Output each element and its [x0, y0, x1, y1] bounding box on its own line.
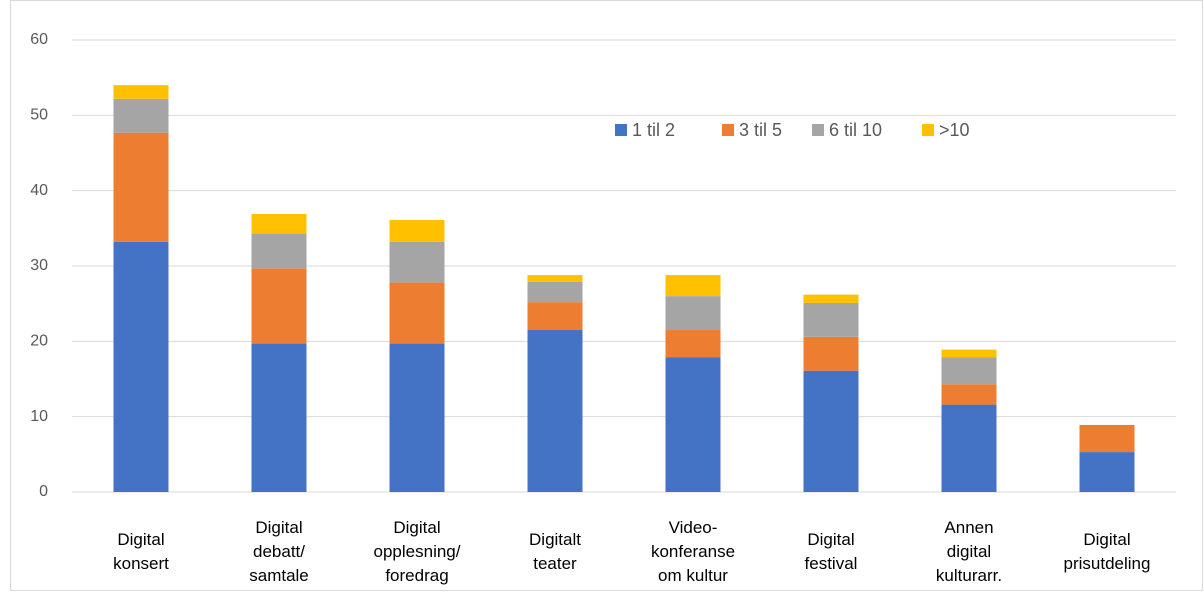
y-tick-label: 40	[30, 182, 48, 199]
bar-segment	[527, 330, 583, 492]
y-tick-label: 60	[30, 31, 48, 48]
bar-segment	[389, 343, 445, 492]
legend-swatch	[615, 124, 627, 136]
label-line: festival	[805, 554, 858, 573]
legend-swatch	[722, 124, 734, 136]
bar-segment	[665, 296, 721, 331]
legend-label: 3 til 5	[739, 120, 782, 140]
bar-segment	[113, 85, 169, 99]
bar-segment	[941, 404, 997, 492]
legend-swatch	[812, 124, 824, 136]
bar-segment	[113, 241, 169, 492]
bar-segment	[803, 302, 859, 337]
label-line: Digitalt	[529, 530, 581, 549]
bar-segment	[527, 275, 583, 282]
bar-segment	[803, 370, 859, 492]
label-line: konferanse	[651, 542, 735, 561]
label-line: Digital	[1083, 530, 1130, 549]
label-line: prisutdeling	[1064, 554, 1151, 573]
x-tick-label: Digital opplesning/foredrag	[374, 518, 461, 585]
bar-segment	[389, 282, 445, 344]
label-line: Digital	[393, 518, 440, 537]
label-line: samtale	[249, 566, 309, 585]
label-line: konsert	[113, 554, 169, 573]
label-line: Digital	[255, 518, 302, 537]
y-tick-label: 50	[30, 107, 48, 124]
bar-segment	[527, 302, 583, 331]
bar-segment	[941, 349, 997, 358]
y-tick-label: 10	[30, 408, 48, 425]
x-tick-label: Digitalt teater	[529, 530, 581, 573]
bar-segment	[251, 343, 307, 492]
x-tick-label: Annen digital kulturarr.	[936, 518, 1002, 585]
legend-swatch	[922, 124, 934, 136]
bar-segment	[1079, 424, 1135, 453]
x-tick-label: Digital konsert	[113, 530, 169, 573]
bar-segment	[941, 384, 997, 405]
legend-label: >10	[939, 120, 970, 140]
y-tick-label: 30	[30, 257, 48, 274]
legend-label: 1 til 2	[632, 120, 675, 140]
bar-segment	[389, 241, 445, 283]
label-line: digital	[947, 542, 991, 561]
x-tick-label: Digital prisutdeling	[1064, 530, 1151, 573]
bar-segment	[665, 275, 721, 297]
bar-segment	[665, 330, 721, 358]
bar-segment	[803, 294, 859, 303]
label-line: teater	[533, 554, 577, 573]
label-line: Digital	[807, 530, 854, 549]
label-line: kulturarr.	[936, 566, 1002, 585]
bar-segment	[113, 132, 169, 242]
label-line: foredrag	[385, 566, 448, 585]
x-tick-label: Digital festival	[805, 530, 858, 573]
bar-segment	[251, 268, 307, 344]
bar-segment	[803, 336, 859, 371]
label-line: Video-	[669, 518, 718, 537]
label-line: om kultur	[658, 566, 728, 585]
y-tick-label: 0	[39, 483, 48, 500]
bar-segment	[665, 357, 721, 492]
bar-segment	[941, 357, 997, 385]
label-line: debatt/	[253, 542, 305, 561]
y-tick-label: 20	[30, 333, 48, 350]
bar-segment	[113, 98, 169, 133]
bar-segment	[251, 233, 307, 269]
x-tick-label: Video-konferanse om kultur	[651, 518, 735, 585]
chart-border	[10, 0, 1203, 591]
label-line: Digital	[117, 530, 164, 549]
bar-segment	[527, 281, 583, 303]
bar-segment	[251, 214, 307, 234]
bar-segment	[389, 220, 445, 242]
label-line: Annen	[944, 518, 993, 537]
bar-segment	[1079, 452, 1135, 492]
label-line: opplesning/	[374, 542, 461, 561]
x-tick-label: Digital debatt/samtale	[249, 518, 309, 585]
legend-label: 6 til 10	[829, 120, 882, 140]
